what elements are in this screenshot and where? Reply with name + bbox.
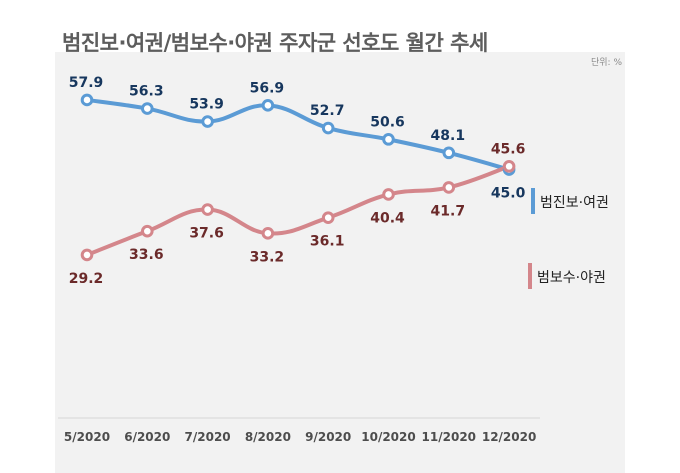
value-label-progressive: 53.9 [189, 97, 224, 113]
data-point-conservative [502, 160, 516, 173]
x-tick-label: 10/2020 [361, 430, 415, 444]
data-point-progressive [141, 102, 154, 115]
data-point-progressive [442, 146, 456, 160]
value-label-conservative: 40.4 [370, 210, 405, 226]
x-tick-label: 7/2020 [185, 430, 231, 444]
data-point-conservative [442, 181, 456, 194]
unit-label: 단위: % [590, 58, 622, 68]
value-label-progressive: 57.9 [69, 75, 104, 91]
chart-title: 범진보·여권/범보수·야권 주자군 선호도 월간 추세 [62, 31, 488, 55]
legend-swatch-conservative [528, 263, 532, 289]
value-label-conservative: 41.7 [431, 203, 466, 219]
chart-background [55, 52, 625, 473]
value-label-progressive: 48.1 [431, 128, 466, 144]
data-point-progressive [261, 99, 275, 112]
data-point-conservative [80, 248, 94, 262]
value-label-progressive: 45.0 [491, 186, 526, 202]
x-axis-ticks: 5/2020 6/2020 7/2020 8/2020 9/2020 10/2020 11/… [64, 430, 536, 444]
value-label-conservative: 45.6 [491, 141, 526, 157]
x-tick-label: 12/2020 [482, 430, 536, 444]
legend: 범진보·여권 범보수·야권 [528, 188, 609, 289]
value-label-progressive: 52.7 [310, 103, 345, 119]
series-line-progressive [85, 97, 512, 172]
x-tick-label: 8/2020 [245, 430, 291, 444]
legend-swatch-progressive [531, 188, 535, 214]
data-point-conservative [261, 227, 275, 240]
data-point-conservative [201, 203, 214, 216]
data-point-conservative [382, 188, 395, 201]
data-point-progressive [201, 115, 214, 128]
legend-label-conservative: 범보수·야권 [537, 270, 606, 286]
value-label-conservative: 37.6 [189, 226, 224, 242]
value-label-progressive: 50.6 [370, 114, 405, 130]
x-tick-label: 11/2020 [422, 430, 476, 444]
data-point-conservative [321, 211, 335, 224]
value-labels: 57.9 56.3 53.9 56.9 52.7 50.6 48.1 45.0 29.2 33.6… [69, 75, 526, 287]
value-label-conservative: 36.1 [310, 234, 345, 250]
data-point-progressive [321, 121, 335, 135]
value-label-conservative: 33.6 [129, 247, 164, 263]
value-label-conservative: 29.2 [69, 271, 104, 287]
value-label-progressive: 56.3 [129, 84, 164, 100]
value-label-conservative: 33.2 [250, 249, 285, 265]
x-tick-label: 5/2020 [64, 430, 110, 444]
x-tick-label: 9/2020 [305, 430, 351, 444]
data-point-progressive [80, 93, 94, 107]
data-point-conservative [141, 224, 154, 238]
value-label-progressive: 56.9 [250, 80, 285, 96]
x-tick-label: 6/2020 [124, 430, 170, 444]
legend-label-progressive: 범진보·여권 [540, 195, 609, 211]
series-layer [80, 93, 516, 262]
data-point-progressive [382, 133, 395, 146]
